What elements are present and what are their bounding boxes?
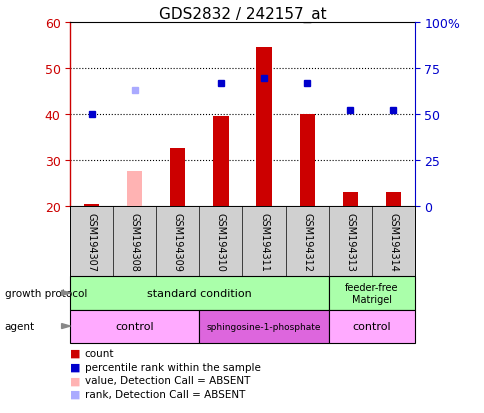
Text: GSM194307: GSM194307 bbox=[87, 212, 97, 271]
Bar bbox=[127, 172, 142, 206]
Bar bbox=[213, 117, 228, 206]
Text: GSM194310: GSM194310 bbox=[215, 212, 226, 271]
Text: growth protocol: growth protocol bbox=[5, 288, 87, 298]
Text: GSM194313: GSM194313 bbox=[345, 212, 354, 271]
Polygon shape bbox=[61, 291, 70, 296]
Text: value, Detection Call = ABSENT: value, Detection Call = ABSENT bbox=[85, 375, 250, 385]
Bar bbox=[328, 310, 414, 343]
Text: ■: ■ bbox=[70, 389, 81, 399]
Text: ■: ■ bbox=[70, 375, 81, 385]
Bar bbox=[299, 114, 314, 206]
Text: GSM194311: GSM194311 bbox=[258, 212, 269, 271]
Bar bbox=[70, 277, 328, 310]
Bar bbox=[70, 310, 199, 343]
Text: rank, Detection Call = ABSENT: rank, Detection Call = ABSENT bbox=[85, 389, 245, 399]
Text: GSM194309: GSM194309 bbox=[173, 212, 182, 271]
Bar bbox=[328, 277, 414, 310]
Bar bbox=[170, 149, 185, 206]
Text: feeder-free
Matrigel: feeder-free Matrigel bbox=[344, 282, 397, 304]
Polygon shape bbox=[61, 324, 70, 329]
Text: count: count bbox=[85, 348, 114, 358]
Text: agent: agent bbox=[5, 321, 35, 331]
Bar bbox=[385, 193, 400, 206]
Text: ■: ■ bbox=[70, 362, 81, 372]
Bar bbox=[342, 193, 357, 206]
Text: GSM194308: GSM194308 bbox=[130, 212, 139, 271]
Bar bbox=[256, 48, 271, 206]
Text: GSM194312: GSM194312 bbox=[302, 212, 311, 271]
Text: standard condition: standard condition bbox=[147, 288, 251, 298]
Bar bbox=[84, 204, 99, 206]
Text: control: control bbox=[115, 321, 154, 331]
Text: percentile rank within the sample: percentile rank within the sample bbox=[85, 362, 260, 372]
Bar bbox=[199, 310, 328, 343]
Text: control: control bbox=[351, 321, 390, 331]
Text: sphingosine-1-phosphate: sphingosine-1-phosphate bbox=[206, 322, 320, 331]
Title: GDS2832 / 242157_at: GDS2832 / 242157_at bbox=[158, 7, 326, 23]
Text: GSM194314: GSM194314 bbox=[387, 212, 397, 271]
Text: ■: ■ bbox=[70, 348, 81, 358]
